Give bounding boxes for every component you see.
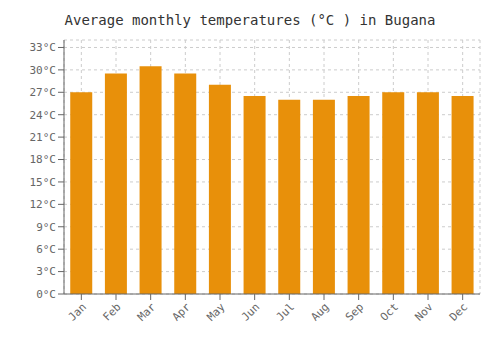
svg-text:12°C: 12°C [30, 198, 57, 211]
svg-text:15°C: 15°C [30, 176, 57, 189]
svg-text:6°C: 6°C [36, 243, 56, 256]
svg-text:Jul: Jul [274, 300, 297, 323]
svg-text:May: May [204, 300, 228, 324]
svg-text:Jan: Jan [66, 300, 89, 323]
svg-text:0°C: 0°C [36, 288, 56, 301]
svg-text:27°C: 27°C [30, 86, 57, 99]
svg-text:18°C: 18°C [30, 153, 57, 166]
svg-text:33°C: 33°C [30, 41, 57, 54]
svg-text:Aug: Aug [308, 300, 331, 323]
svg-text:21°C: 21°C [30, 131, 57, 144]
svg-text:3°C: 3°C [36, 265, 56, 278]
svg-text:Apr: Apr [170, 300, 194, 324]
svg-text:Sep: Sep [343, 300, 366, 323]
svg-text:Dec: Dec [447, 300, 470, 323]
svg-text:30°C: 30°C [30, 64, 57, 77]
html-text:Average monthly temperatures (: Average monthly temperatures (°C ) in Bu… [64, 12, 436, 28]
svg-text:Nov: Nov [412, 300, 436, 324]
svg-text:Feb: Feb [100, 300, 123, 323]
svg-text:9°C: 9°C [36, 221, 56, 234]
svg-text:Jun: Jun [239, 300, 262, 323]
svg-text:24°C: 24°C [30, 109, 57, 122]
svg-text:Oct: Oct [378, 300, 401, 323]
svg-text:Mar: Mar [135, 300, 159, 324]
